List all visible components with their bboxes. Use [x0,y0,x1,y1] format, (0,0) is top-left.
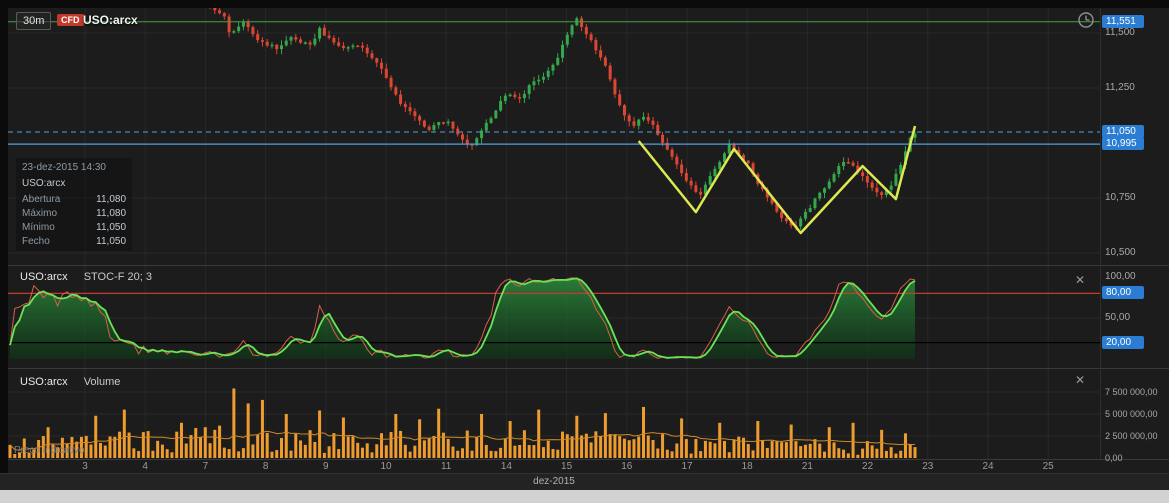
stoch-area-fill [10,278,915,359]
clock-icon[interactable] [1077,11,1095,29]
timeframe-button[interactable]: 30m [16,12,52,30]
volume-indicator-label[interactable]: Volume [83,376,121,388]
tooltip-symbol: USO:arcx [22,178,66,189]
panel-separators [8,8,1169,460]
volume-ma-line [9,430,916,451]
month-label: dez-2015 [533,476,575,487]
volume-symbol-label: USO:arcx [20,376,68,388]
tooltip-row-high: Máximo 11,080 [22,208,126,219]
indicative-price-note: Preço indicativo [14,445,85,456]
tooltip-row-close: Fecho 11,050 [22,236,126,247]
volume-close-button[interactable]: ✕ [1074,373,1086,387]
symbol-label: USO:arcx [83,13,138,27]
tooltip-row-low: Mínimo 11,050 [22,222,126,233]
price-panel[interactable] [8,0,1100,235]
tooltip-datetime: 23-dez-2015 14:30 [22,162,106,173]
tooltip-row-open: Abertura 11,080 [22,194,126,205]
gridlines [8,8,1100,459]
stoch-symbol-label: USO:arcx [20,271,68,283]
stoch-indicator-label[interactable]: STOC-F 20; 3 [83,271,152,283]
stochastic-panel[interactable] [8,277,1100,359]
volume-panel-header: USO:arcx Volume [20,376,120,388]
stoch-panel-header: USO:arcx STOC-F 20; 3 [20,271,152,283]
stoch-main-line [9,277,916,359]
ohlc-tooltip: 23-dez-2015 14:30 USO:arcx Abertura 11,08… [16,158,132,251]
month-bar: dez-2015 [0,473,1169,491]
stoch-close-button[interactable]: ✕ [1074,273,1086,287]
cfd-badge: CFD [57,14,84,26]
horizontal-scrollbar[interactable] [0,490,1169,503]
volume-panel[interactable] [8,388,917,458]
zigzag-drawing[interactable] [637,125,917,235]
